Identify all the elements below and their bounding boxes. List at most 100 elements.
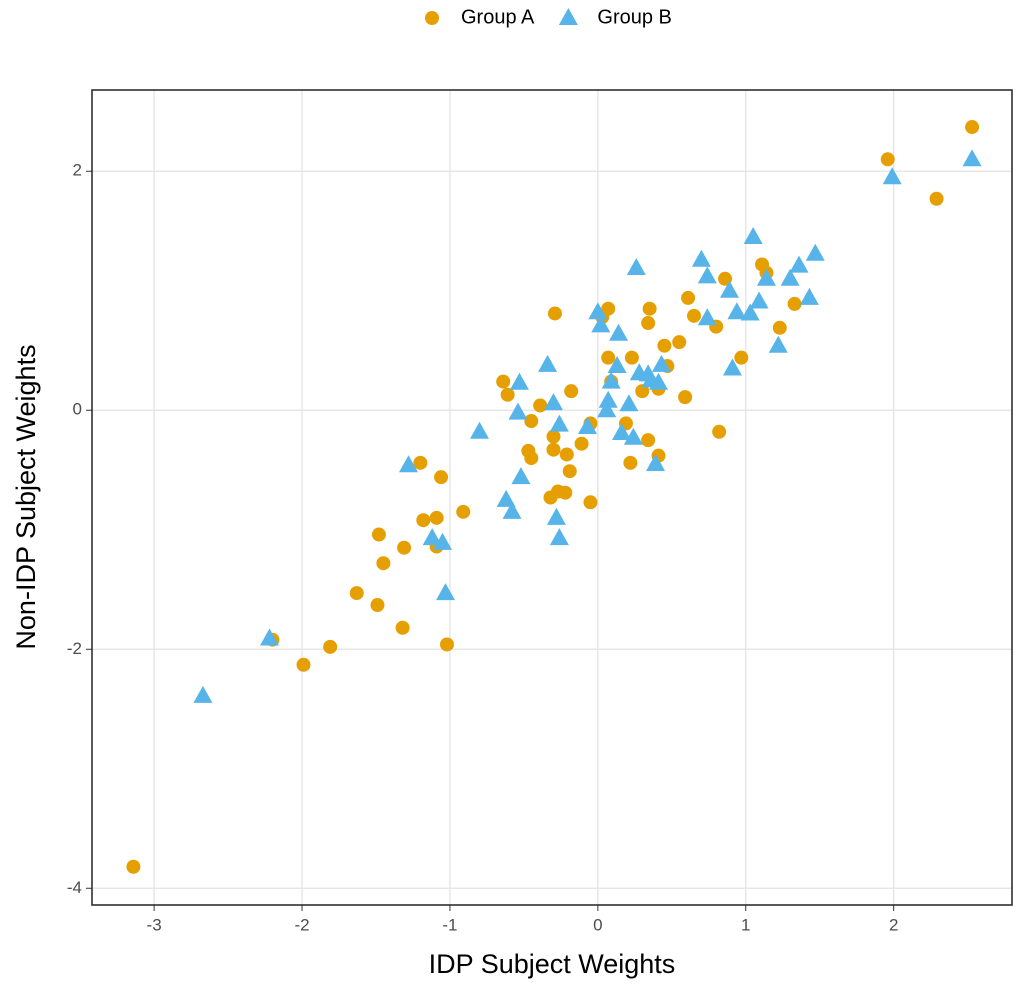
point — [799, 287, 819, 305]
point — [376, 556, 391, 571]
point — [607, 356, 627, 374]
point — [623, 455, 638, 470]
point — [880, 152, 895, 167]
point — [496, 374, 511, 389]
point — [296, 657, 311, 672]
point — [651, 354, 671, 372]
point — [624, 350, 639, 365]
point — [323, 639, 338, 654]
point — [657, 338, 672, 353]
point — [612, 422, 632, 440]
point — [416, 513, 431, 528]
point — [349, 586, 364, 601]
point — [681, 290, 696, 305]
legend-marker — [558, 8, 578, 25]
point — [543, 393, 563, 411]
point — [619, 394, 639, 412]
point — [371, 527, 386, 542]
x-tick-label: -1 — [442, 915, 457, 934]
point — [642, 301, 657, 316]
point — [546, 507, 566, 525]
point — [641, 433, 656, 448]
point — [562, 464, 577, 479]
x-tick-label: -3 — [147, 915, 162, 934]
x-axis-title: IDP Subject Weights — [429, 949, 676, 979]
legend-label: Group A — [461, 6, 535, 28]
point — [756, 268, 776, 286]
point — [648, 372, 668, 390]
point — [577, 416, 597, 434]
point — [533, 398, 548, 413]
point — [511, 467, 531, 485]
point — [524, 451, 539, 466]
point — [546, 442, 561, 457]
point — [433, 532, 453, 550]
point — [583, 495, 598, 510]
point — [787, 296, 802, 311]
point — [635, 384, 650, 399]
point — [727, 302, 747, 320]
point — [559, 447, 574, 462]
point — [370, 598, 385, 613]
point — [496, 489, 516, 507]
point — [259, 628, 279, 646]
point — [397, 540, 412, 555]
point — [646, 454, 666, 472]
point — [768, 335, 788, 353]
point — [547, 306, 562, 321]
y-axis-title: Non-IDP Subject Weights — [11, 344, 41, 649]
point — [697, 308, 717, 326]
point — [439, 637, 454, 652]
y-tick-label: -4 — [67, 878, 82, 897]
point — [422, 528, 442, 546]
point — [597, 400, 617, 418]
point — [780, 268, 800, 286]
x-tick-label: 2 — [889, 915, 898, 934]
point — [193, 685, 213, 703]
point — [502, 501, 522, 519]
point — [672, 335, 687, 350]
point — [686, 308, 701, 323]
point — [749, 291, 769, 309]
point — [740, 303, 760, 321]
point — [509, 372, 529, 390]
point — [734, 350, 749, 365]
point — [436, 583, 456, 601]
point — [641, 316, 656, 331]
plot-border — [91, 89, 1013, 906]
point — [722, 358, 742, 376]
point — [598, 390, 618, 408]
point — [413, 455, 428, 470]
point — [538, 354, 558, 372]
point — [500, 387, 515, 402]
legend: Group A Group B — [425, 6, 672, 28]
point — [882, 167, 902, 185]
point — [434, 470, 449, 485]
point — [805, 243, 825, 261]
point — [962, 149, 982, 167]
point — [470, 421, 490, 439]
point — [718, 271, 733, 286]
x-tick-label: -2 — [294, 915, 309, 934]
point — [395, 620, 410, 635]
legend-label: Group B — [597, 6, 671, 28]
y-tick-label: 0 — [73, 400, 82, 419]
point — [564, 384, 579, 399]
point — [429, 510, 444, 525]
point — [558, 485, 573, 500]
point — [549, 528, 569, 546]
point — [929, 191, 944, 206]
point — [549, 414, 569, 432]
y-tick-label: 2 — [73, 161, 82, 180]
x-tick-label: 0 — [593, 915, 602, 934]
point — [399, 455, 419, 473]
x-tick-label: 1 — [741, 915, 750, 934]
point — [546, 429, 561, 444]
point — [456, 504, 471, 519]
point — [588, 302, 608, 320]
point — [591, 315, 611, 333]
point — [601, 371, 621, 389]
point — [678, 390, 693, 405]
point — [965, 120, 980, 135]
